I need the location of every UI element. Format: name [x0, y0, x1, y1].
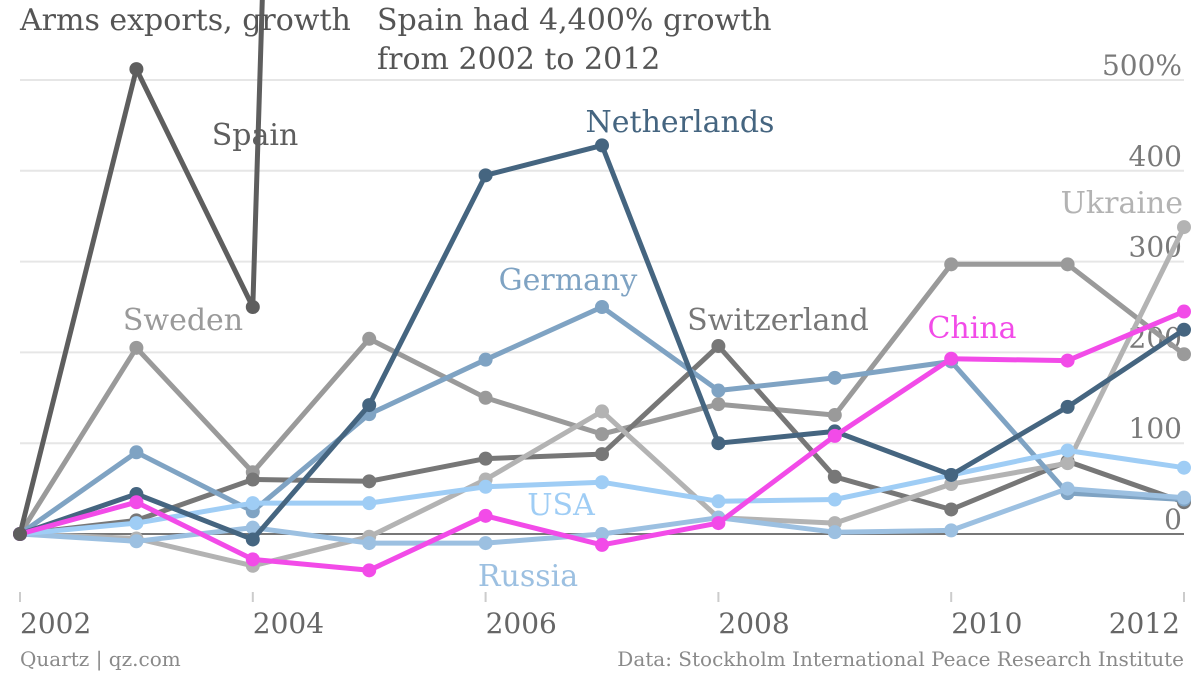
series-label-netherlands: Netherlands [586, 105, 775, 140]
data-point-china [245, 552, 260, 567]
data-point-switzerland [595, 447, 609, 462]
data-point-usa [245, 496, 260, 511]
data-point-netherlands [944, 467, 959, 482]
data-point-china [1177, 304, 1191, 319]
data-point-spain [245, 300, 260, 314]
data-point-usa [129, 516, 144, 531]
data-point-switzerland [362, 474, 377, 489]
data-point-netherlands [1177, 322, 1191, 337]
data-point-china [362, 563, 377, 578]
data-point-sweden [711, 397, 726, 412]
series-label-russia: Russia [478, 559, 578, 594]
data-point-russia [1060, 481, 1075, 496]
x-tick-label: 2006 [486, 607, 557, 640]
data-point-sweden [362, 331, 377, 346]
data-point-sweden [827, 408, 842, 423]
chart-title: Arms exports, growth [19, 3, 351, 38]
data-point-china [944, 351, 959, 366]
spain-annotation-line-1: Spain had 4,400% growth [377, 3, 772, 38]
data-point-germany [478, 352, 493, 367]
series-label-germany: Germany [499, 263, 638, 298]
data-point-spain [13, 527, 27, 541]
data-point-switzerland [827, 469, 842, 484]
data-point-sweden [1060, 257, 1075, 272]
data-point-usa [478, 479, 493, 494]
data-point-sweden [1177, 347, 1191, 362]
data-point-sweden [595, 427, 609, 442]
data-point-china [129, 495, 144, 510]
series-spain [13, 0, 265, 541]
data-point-spain [129, 62, 144, 77]
data-point-netherlands [478, 168, 493, 183]
series-line-spain [17, 0, 265, 537]
data-point-russia [944, 523, 959, 538]
data-point-germany [827, 370, 842, 385]
data-point-russia [595, 527, 609, 541]
series-label-usa: USA [527, 488, 595, 523]
data-point-usa [827, 492, 842, 507]
x-tick-label: 2010 [951, 607, 1022, 640]
data-point-russia [245, 520, 260, 535]
data-point-netherlands [362, 398, 377, 413]
x-tick-label: 2004 [253, 607, 324, 640]
data-point-sweden [944, 257, 959, 272]
data-point-switzerland [478, 451, 493, 466]
data-point-switzerland [245, 472, 260, 487]
data-point-netherlands [711, 436, 726, 451]
data-point-germany [595, 300, 609, 314]
series-label-switzerland: Switzerland [687, 303, 869, 338]
series-sweden [13, 257, 1191, 541]
data-point-china [711, 516, 726, 531]
data-point-china [595, 537, 609, 552]
x-tick-label: 2002 [20, 607, 91, 640]
y-tick-label: 400 [1129, 140, 1182, 173]
y-tick-label: 500% [1102, 49, 1182, 82]
series-labels: Sweden Switzerland Ukraine Germany Russia USA… [123, 105, 1183, 594]
data-point-switzerland [711, 339, 726, 354]
data-point-china [1060, 353, 1075, 368]
source-left: Quartz | qz.com [20, 647, 181, 672]
data-point-russia [129, 534, 144, 549]
data-point-netherlands [1060, 399, 1075, 414]
y-tick-label: 100 [1129, 412, 1182, 445]
x-tick-label: 2012 [1109, 607, 1180, 640]
x-axis-tick-labels: 2002 2004 2006 2008 2010 2012 [19, 592, 1185, 640]
data-point-netherlands [245, 532, 260, 547]
data-point-usa [1177, 460, 1191, 475]
data-point-sweden [478, 390, 493, 405]
series-label-sweden: Sweden [123, 303, 243, 338]
y-tick-label: 0 [1164, 503, 1182, 536]
series-label-ukraine: Ukraine [1061, 186, 1183, 221]
data-point-usa [1060, 443, 1075, 458]
data-point-ukraine [595, 404, 609, 419]
data-point-switzerland [944, 502, 959, 517]
data-point-ukraine [1060, 456, 1075, 471]
data-point-china [478, 508, 493, 523]
series-label-spain: Spain [212, 118, 299, 153]
data-point-germany [711, 383, 726, 398]
data-point-netherlands [595, 138, 609, 153]
data-point-russia [478, 536, 493, 551]
series-russia [13, 481, 1191, 551]
data-point-usa [595, 475, 609, 490]
data-point-usa [362, 496, 377, 511]
x-tick-label: 2008 [718, 607, 789, 640]
data-point-usa [711, 494, 726, 509]
series-china [13, 304, 1191, 578]
data-point-sweden [129, 340, 144, 355]
series-usa [13, 443, 1191, 541]
source-right: Data: Stockholm International Peace Rese… [617, 647, 1184, 671]
data-point-germany [129, 445, 144, 460]
data-point-russia [1177, 490, 1191, 505]
data-point-russia [362, 536, 377, 551]
spain-annotation-line-2: from 2002 to 2012 [377, 42, 660, 77]
data-point-china [827, 428, 842, 443]
data-point-ukraine [1177, 220, 1191, 235]
series-line-usa [17, 448, 1187, 537]
series-lines [13, 0, 1191, 578]
series-label-china: China [927, 311, 1016, 346]
data-point-russia [827, 525, 842, 540]
